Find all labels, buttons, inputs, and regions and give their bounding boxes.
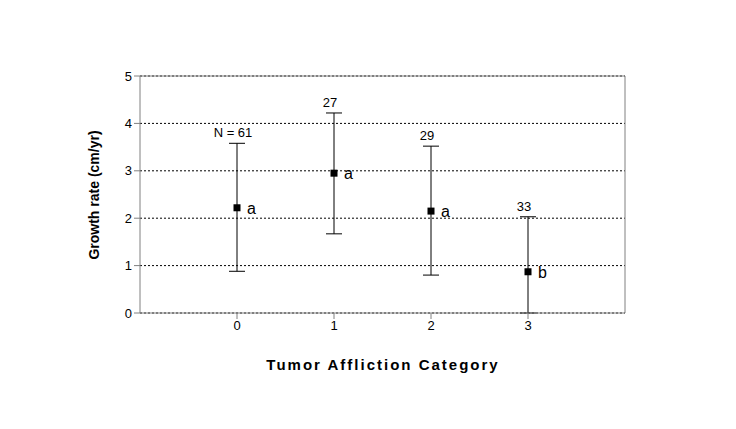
- html-text:Growth rate (cm/yr): Growth rate (cm/yr): [86, 130, 102, 260]
- svg-text:a: a: [247, 200, 256, 217]
- svg-text:1: 1: [330, 318, 337, 333]
- svg-text:0: 0: [233, 318, 240, 333]
- svg-text:1: 1: [125, 258, 132, 273]
- svg-text:27: 27: [323, 95, 337, 110]
- html-text:Tumor Affliction Category: Tumor Affliction Category: [266, 356, 500, 373]
- svg-text:33: 33: [517, 199, 531, 214]
- svg-text:2: 2: [427, 318, 434, 333]
- svg-text:5: 5: [125, 69, 132, 84]
- svg-text:b: b: [538, 264, 547, 281]
- svg-text:3: 3: [125, 163, 132, 178]
- svg-text:2: 2: [125, 211, 132, 226]
- svg-text:4: 4: [125, 116, 132, 131]
- svg-text:a: a: [441, 203, 450, 220]
- svg-text:29: 29: [420, 128, 434, 143]
- svg-text:a: a: [344, 165, 353, 182]
- svg-text:3: 3: [524, 318, 531, 333]
- svg-text:N = 61: N = 61: [214, 125, 253, 140]
- svg-text:0: 0: [125, 306, 132, 321]
